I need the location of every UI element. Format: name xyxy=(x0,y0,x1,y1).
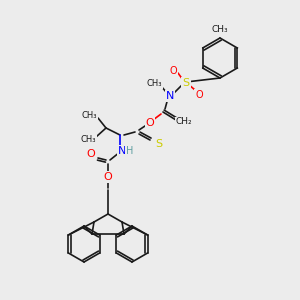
Text: O: O xyxy=(87,149,95,159)
Text: S: S xyxy=(182,78,190,88)
Text: CH₃: CH₃ xyxy=(80,134,96,143)
Text: H: H xyxy=(126,146,134,156)
Text: CH₃: CH₃ xyxy=(81,112,97,121)
Text: N: N xyxy=(166,91,174,101)
Text: O: O xyxy=(169,66,177,76)
Text: O: O xyxy=(195,90,203,100)
Text: S: S xyxy=(155,139,163,149)
Text: CH₃: CH₃ xyxy=(146,80,162,88)
Text: N: N xyxy=(118,146,126,156)
Text: CH₃: CH₃ xyxy=(212,26,228,34)
Text: O: O xyxy=(146,118,154,128)
Text: O: O xyxy=(103,172,112,182)
Text: CH₂: CH₂ xyxy=(176,118,192,127)
